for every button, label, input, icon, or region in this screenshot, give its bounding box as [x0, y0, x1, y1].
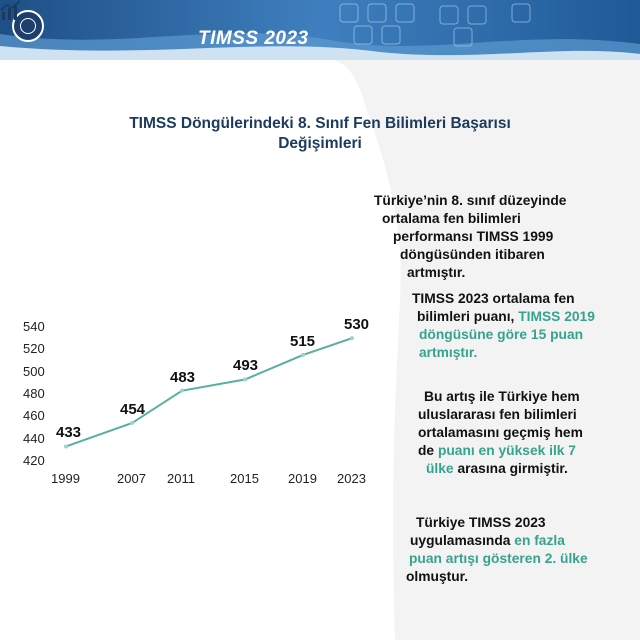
note-text: arasına girmiştir. [453, 461, 568, 476]
note-line: artmıştır. [419, 344, 477, 362]
note-line: uygulamasında en fazla [410, 532, 565, 550]
note-highlight-text: puanı en yüksek ilk 7 [437, 443, 576, 458]
timss-brand-title: TIMSS 2023 [198, 28, 309, 49]
x-tick-label: 2023 [337, 471, 366, 486]
header-banner: TIMSS 2023 [0, 0, 640, 60]
y-tick-label: 480 [23, 386, 45, 401]
data-point [301, 352, 305, 357]
note-text: TIMSS 2023 ortalama fen [412, 291, 575, 306]
note-highlight-text: puan artışı gösteren 2. ülke [409, 551, 588, 566]
note-line: döngüsünden itibaren [400, 246, 545, 264]
note-line: olmuştur. [406, 568, 468, 586]
y-tick-label: 420 [23, 453, 45, 468]
note-text: döngüsünden itibaren [400, 247, 545, 262]
data-label: 433 [56, 424, 82, 442]
note-line: artmıştır. [407, 264, 465, 282]
note-text: uluslararası fen bilimleri [418, 407, 577, 422]
note-text: Türkiye’nin 8. sınıf düzeyinde [374, 193, 567, 208]
note-text: performansı TIMSS 1999 [393, 229, 554, 244]
bar-chart-icon [0, 0, 21, 20]
x-tick-label: 2007 [117, 471, 146, 486]
note-highlight-text: TIMSS 2019 [518, 309, 595, 324]
note-text: Türkiye TIMSS 2023 [416, 515, 546, 530]
y-tick-label: 460 [23, 408, 45, 424]
x-tick-label: 2019 [288, 471, 317, 486]
logo-emblem [20, 18, 36, 34]
note-text: bilimleri puanı, [417, 309, 519, 324]
note-text: de [418, 443, 438, 458]
note-line: Bu artış ile Türkiye hem [424, 388, 580, 406]
y-tick-label: 500 [23, 363, 45, 379]
x-tick-label: 1999 [51, 471, 80, 486]
chart-title: TIMSS Döngülerindeki 8. Sınıf Fen Biliml… [129, 115, 511, 152]
note-highlight-text: döngüsüne göre 15 puan [419, 327, 584, 342]
data-label: 530 [344, 316, 370, 334]
note-line: bilimleri puanı, TIMSS 2019 [417, 308, 595, 326]
data-point [64, 444, 68, 449]
note-highlight-text: en fazla [514, 533, 565, 548]
ministry-logo [12, 10, 44, 42]
note-highlight-text: artmıştır. [419, 345, 478, 360]
note-line: puan artışı gösteren 2. ülke [409, 550, 588, 568]
note-text: Bu artış ile Türkiye hem [424, 389, 580, 404]
note-line: Türkiye’nin 8. sınıf düzeyinde [374, 192, 566, 210]
note-line: döngüsüne göre 15 puan [419, 326, 583, 344]
data-point [130, 421, 134, 426]
note-text: artmıştır. [407, 265, 466, 280]
note-line: TIMSS 2023 ortalama fen [412, 290, 575, 308]
note-text: ortalama fen bilimleri [382, 211, 521, 226]
y-tick-label: 520 [23, 341, 45, 357]
note-text: uygulamasında [410, 533, 515, 548]
data-point [350, 336, 354, 341]
data-label: 493 [233, 357, 259, 375]
data-label: 483 [170, 368, 196, 386]
note-line: performansı TIMSS 1999 [393, 228, 553, 246]
note-text: ortalamasını geçmiş hem [418, 425, 583, 440]
x-tick-label: 2011 [167, 471, 195, 486]
note-highlight-text: ülke [426, 461, 454, 476]
note-line: ortalama fen bilimleri [382, 210, 521, 228]
note-line: Türkiye TIMSS 2023 [416, 514, 546, 532]
note-line: de puanı en yüksek ilk 7 [418, 442, 576, 460]
data-label: 454 [120, 401, 146, 419]
note-line: ülke arasına girmiştir. [426, 460, 568, 478]
data-point [180, 388, 184, 393]
note-line: uluslararası fen bilimleri [418, 406, 577, 424]
y-tick-label: 440 [23, 430, 45, 446]
note-text: olmuştur. [406, 569, 469, 584]
header-wave-background [0, 0, 640, 60]
x-tick-label: 2015 [230, 471, 259, 486]
note-line: ortalamasını geçmiş hem [418, 424, 583, 442]
series-line [65, 337, 353, 448]
data-label: 515 [290, 332, 316, 350]
data-point [243, 377, 247, 382]
y-tick-label: 540 [23, 319, 45, 334]
